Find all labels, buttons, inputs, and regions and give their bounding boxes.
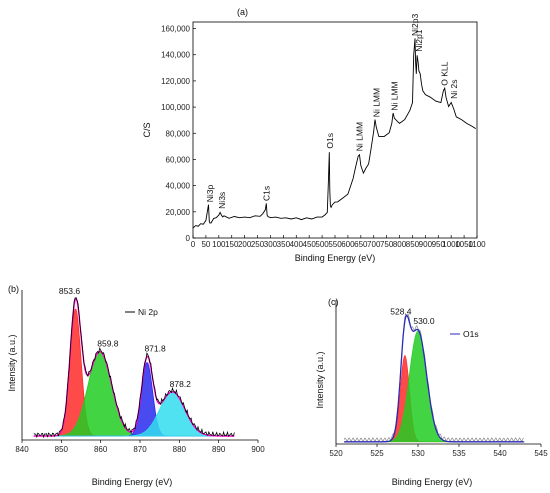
panel-a-spectrum-line [192,38,476,229]
panel-a-y-tick-label: 120,000 [161,77,190,86]
panel-a-x-tick-label: 100 [212,240,226,249]
panel-a-y-tick-label: 140,000 [161,51,190,60]
panel-a-x-tick-label: 450 [303,240,317,249]
panel-c-x-tick-label: 540 [493,449,507,458]
panel-a-x-tick-label: 650 [354,240,368,249]
panel-b-ticks: 840 850 860 870 880 890 900 [15,440,265,454]
panel-c-x-tick-label: 525 [370,449,384,458]
panel-a-y-tick-label: 20,000 [166,208,191,217]
panel-c-label: (c) [328,297,339,307]
panel-b-x-tick-label: 890 [212,445,226,454]
panel-a-x-tick-label: 500 [315,240,329,249]
panel-b-y-axis-label: Intensity (a.u.) [7,334,17,391]
panel-a-y-tick-label: 0 [186,234,191,243]
panel-a-x-axis-label: Binding Energy (eV) [295,253,376,263]
panel-c-x-tick-label: 530 [411,449,425,458]
panel-a-peak-annotation: Ni 2s [449,79,459,98]
panel-a-ticks: 0 50 100 150 200 250 300 350 400 450 500 550 600 650 7… [161,25,486,249]
panel-a-y-axis-label: C/S [142,122,152,137]
panel-a-survey-spectrum: (a) 0 50 100 150 200 250 300 350 400 450 500 550 600… [142,7,486,263]
panel-a-x-tick-label: 150 [225,240,239,249]
panel-a-x-tick-label: 350 [277,240,291,249]
panel-b-peak-annotation: 871.8 [144,343,166,353]
panel-b-ni2p-spectrum: (b) 840 850 860 870 880 890 900 853.6 859.8 871.… [7,284,265,487]
panel-c-ticks: 520 525 530 535 540 545 [329,444,548,458]
panel-c-legend: O1s [450,329,479,339]
panel-a-x-tick-label: 550 [328,240,342,249]
panel-a-plot [192,21,478,239]
panel-b-plot [21,290,258,441]
panel-b-legend-label: Ni 2p [138,307,158,317]
panel-b-x-tick-label: 880 [173,445,187,454]
panel-a-peak-annotation: O KLL [440,61,450,85]
panel-b-peak-annotation: 853.6 [59,286,81,296]
panel-c-peak-annotation: 528.4 [390,307,412,317]
panel-a-x-tick-label: 50 [201,240,210,249]
panel-b-x-tick-label: 870 [133,445,147,454]
panel-b-annotations: 853.6 859.8 871.8 878.2 [59,286,191,389]
panel-a-x-tick-label: 1100 [468,240,486,249]
panel-c-peak-annotation: 530.0 [413,316,435,326]
panel-c-y-axis-label: Intensity (a.u.) [315,351,325,408]
panel-a-x-tick-label: 0 [191,240,196,249]
panel-b-x-tick-label: 860 [94,445,108,454]
panel-c-x-tick-label: 520 [329,449,343,458]
panel-c-plot [335,300,541,445]
panel-a-y-tick-label: 100,000 [161,103,190,112]
panel-c-legend-label: O1s [463,329,479,339]
panel-c-fit-envelope [344,314,524,443]
panel-b-legend: Ni 2p [125,307,158,317]
panel-b-x-tick-label: 900 [251,445,265,454]
panel-a-x-tick-label: 200 [238,240,252,249]
panel-c-x-axis-label: Binding Energy (eV) [392,477,473,487]
panel-c-x-tick-label: 535 [452,449,466,458]
panel-b-x-tick-label: 850 [55,445,69,454]
panel-a-x-tick-label: 250 [251,240,265,249]
panel-b-peak-annotation: 878.2 [170,379,192,389]
panel-a-x-tick-label: 1050 [455,240,473,249]
panel-a-peak-annotation: Ni LMM [355,122,365,151]
panel-a-x-tick-label: 1000 [442,240,460,249]
panel-c-x-tick-label: 545 [534,449,548,458]
panel-a-x-tick-label: 850 [406,240,420,249]
panel-a-peak-annotation: Ni2p3 [410,14,420,36]
panel-a-annotations: Ni3p Ni3s C1s O1s Ni LMM Ni LMM Ni LMM Ni2p3Ni2… [205,14,459,209]
panel-b-fit-envelope [33,296,235,437]
panel-a-y-tick-label: 160,000 [161,25,190,34]
panel-a-label: (a) [237,7,248,17]
panel-a-y-tick-label: 60,000 [166,155,191,164]
panel-b-data-line [33,297,235,439]
panel-a-y-tick-label: 80,000 [166,129,191,138]
panel-a-peak-annotation: Ni LMM [389,81,399,110]
panel-b-x-axis-label: Binding Energy (eV) [92,477,173,487]
panel-a-peak-annotation: C1s [261,186,271,201]
panel-a-frame [192,21,478,239]
panel-a-x-tick-label: 700 [367,240,381,249]
panel-a-x-tick-label: 300 [264,240,278,249]
panel-a-peak-annotation: O1s [325,133,335,149]
panel-b-peak-annotation: 859.8 [97,339,119,349]
panel-a-x-tick-label: 900 [419,240,433,249]
panel-a-x-tick-label: 600 [341,240,355,249]
panel-b-label: (b) [8,284,19,294]
panel-a-peak-annotation: Ni3p [205,185,215,203]
panel-a-x-tick-label: 950 [432,240,446,249]
panel-b-fit-peak-1 [33,308,235,437]
panel-a-peak-annotation: Ni2p1 [414,29,424,51]
panel-a-x-tick-label: 800 [393,240,407,249]
panel-a-y-tick-label: 40,000 [166,182,191,191]
panel-a-x-tick-label: 400 [290,240,304,249]
panel-a-x-tick-label: 750 [380,240,394,249]
panel-a-peak-annotation: Ni LMM [371,88,381,117]
panel-a-peak-annotation: Ni3s [217,192,227,209]
panel-b-x-tick-label: 840 [15,445,29,454]
